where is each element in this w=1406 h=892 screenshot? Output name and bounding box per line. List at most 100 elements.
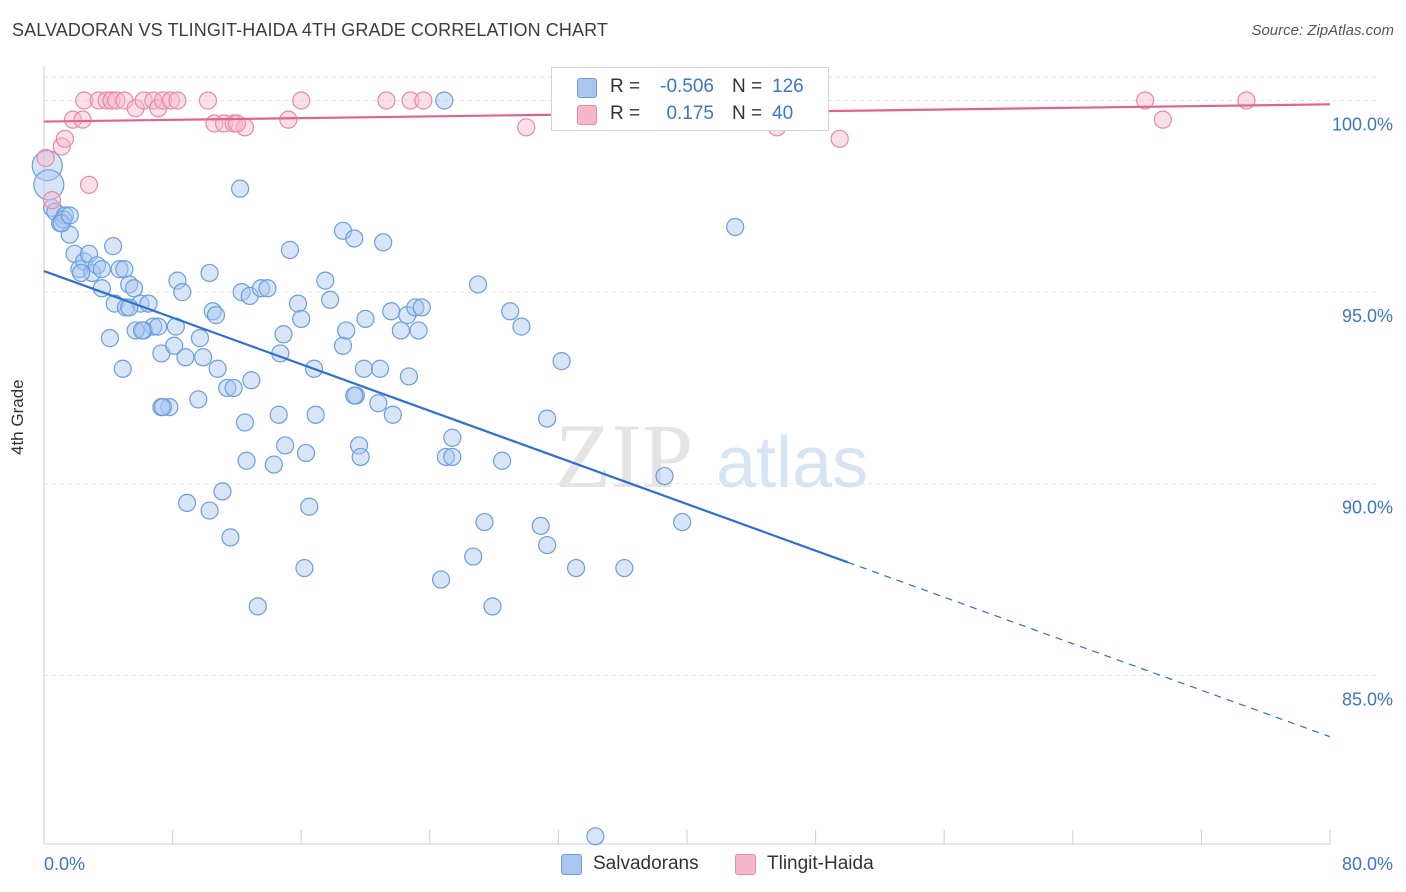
legend-n-label: N = <box>732 103 763 124</box>
salvadorans-point <box>200 263 219 283</box>
salvadorans-point <box>60 206 79 225</box>
salvadorans-point <box>586 827 605 846</box>
salvadorans-point <box>345 386 364 405</box>
tlingit-haida-point <box>1136 91 1155 110</box>
legend-label-salvadorans: Salvadorans <box>593 853 699 874</box>
salvadorans-point <box>468 275 488 294</box>
correlation-legend: R = -0.506 N = 126 R = 0.175 N = 40 <box>551 67 829 131</box>
salvadorans-point <box>235 413 255 432</box>
salvadorans-point <box>71 263 91 283</box>
tlingit-haida-point <box>292 91 311 110</box>
legend-swatch-tlingit-haida <box>735 854 756 875</box>
salvadorans-point <box>399 367 419 386</box>
y-tick-label: 95.0% <box>1342 306 1393 326</box>
watermark: ZIP atlas <box>555 405 868 507</box>
tlingit-haida-point <box>161 91 181 110</box>
salvadorans-trend-line <box>43 270 849 564</box>
salvadorans-point <box>306 405 325 424</box>
salvadorans-point <box>231 179 250 198</box>
salvadorans-point <box>190 329 210 348</box>
legend-label-tlingit-haida: Tlingit-Haida <box>767 853 874 874</box>
salvadorans-point <box>144 317 163 336</box>
salvadorans-point <box>349 436 369 455</box>
salvadorans-point <box>189 390 208 409</box>
salvadorans-point <box>221 528 240 547</box>
salvadorans-point <box>464 547 483 566</box>
y-tick-label: 85.0% <box>1342 689 1393 709</box>
salvadorans-point <box>443 447 462 467</box>
tlingit-haida-point <box>134 91 153 110</box>
tlingit-haida-point <box>830 129 849 148</box>
salvadorans-point <box>552 352 571 371</box>
salvadorans-point <box>208 359 227 378</box>
legend-r-value: 0.175 <box>666 103 714 124</box>
legend-swatch-salvadorans <box>561 854 582 875</box>
salvadorans-point <box>383 405 402 424</box>
tlingit-haida-point <box>63 110 83 129</box>
legend-r-label: R = <box>610 103 641 124</box>
salvadorans-point <box>370 359 390 378</box>
salvadorans-point <box>531 516 550 536</box>
chart-source: Source: ZipAtlas.com <box>1251 22 1394 39</box>
series-legend: Salvadorans Tlingit-Haida <box>0 853 1406 877</box>
tlingit-haida-point <box>75 91 94 110</box>
legend-row-salvadorans: R = -0.506 N = 126 <box>552 74 828 100</box>
tlingit-haida-point <box>97 91 116 110</box>
tlingit-haida-point <box>414 91 433 110</box>
tlingit-haida-point <box>36 148 55 168</box>
tlingit-haida-point <box>377 91 396 110</box>
tlingit-haida-point <box>168 91 187 110</box>
salvadorans-point <box>316 271 335 290</box>
salvadorans-point <box>126 321 145 340</box>
tlingit-haida-point <box>227 114 246 133</box>
salvadorans-point <box>115 260 134 279</box>
salvadorans-point <box>132 321 152 340</box>
legend-n-value: 126 <box>772 76 804 97</box>
tlingit-haida-point <box>42 191 62 210</box>
salvadorans-point <box>264 455 283 474</box>
tlingit-haida-point <box>1153 110 1172 129</box>
salvadorans-point <box>483 597 502 616</box>
salvadorans-point <box>538 535 557 555</box>
salvadorans-point <box>288 294 308 313</box>
salvadorans-point <box>92 260 111 279</box>
legend-n-label: N = <box>732 76 763 97</box>
legend-row-tlingit-haida: R = 0.175 N = 40 <box>552 101 828 127</box>
salvadorans-point <box>512 317 531 336</box>
salvadorans-point <box>615 558 634 578</box>
salvadorans-point <box>110 260 129 279</box>
legend-swatch-salvadorans <box>577 78 597 98</box>
salvadorans-point <box>237 451 256 470</box>
salvadorans-point <box>153 397 173 417</box>
salvadorans-point <box>475 512 494 532</box>
salvadorans-point <box>391 321 410 340</box>
tlingit-haida-point <box>279 110 298 129</box>
salvadorans-point <box>168 271 187 290</box>
salvadorans-point <box>412 298 431 317</box>
tick-labels: 85.0% 90.0% 95.0% 100.0% 0.0% 80.0% <box>44 114 1393 874</box>
salvadorans-points <box>31 91 745 846</box>
salvadorans-point <box>258 279 277 298</box>
salvadorans-point <box>501 302 520 321</box>
salvadorans-point <box>242 371 261 390</box>
salvadorans-point <box>104 237 123 256</box>
watermark-zip: ZIP <box>555 405 693 507</box>
salvadorans-point <box>165 336 184 355</box>
salvadorans-point <box>251 279 271 298</box>
legend-r-label: R = <box>610 76 641 97</box>
salvadorans-point <box>435 91 454 110</box>
salvadorans-point <box>206 306 226 325</box>
salvadorans-point <box>218 378 237 398</box>
salvadorans-point <box>356 309 375 329</box>
y-tick-label: 90.0% <box>1342 498 1393 518</box>
chart-title: SALVADORAN VS TLINGIT-HAIDA 4TH GRADE CO… <box>12 20 608 40</box>
tlingit-haida-point <box>517 118 536 137</box>
salvadorans-point <box>113 359 132 378</box>
salvadorans-point <box>431 570 451 589</box>
tlingit-haida-point <box>79 175 99 194</box>
x-tick-label: 80.0% <box>1342 854 1393 874</box>
salvadorans-point <box>443 428 462 447</box>
salvadorans-point <box>248 597 267 616</box>
x-tick-label: 0.0% <box>44 854 85 874</box>
salvadorans-point <box>280 240 300 260</box>
